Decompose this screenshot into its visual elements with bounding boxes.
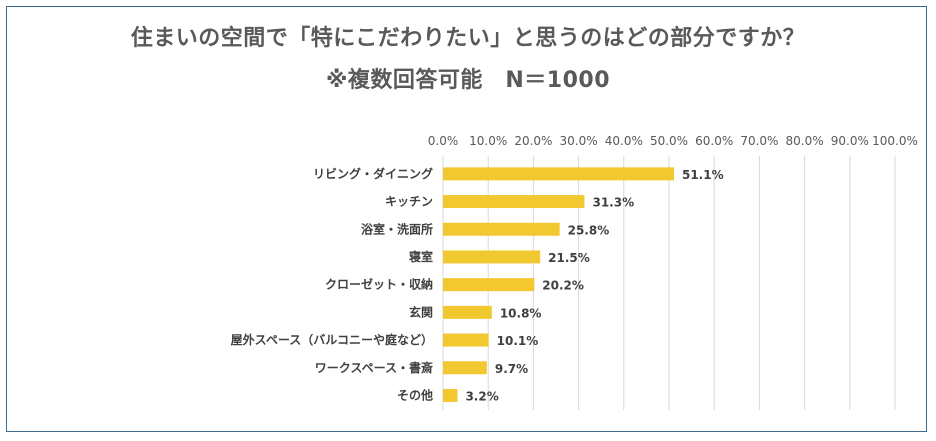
value-label: 21.5%	[548, 251, 590, 265]
value-label: 10.1%	[497, 334, 539, 348]
x-tick-label: 60.0%	[695, 134, 733, 148]
bar	[443, 167, 674, 181]
chart-title: 住まいの空間で「特にこだわりたい」と思うのはどの部分ですか？	[130, 26, 806, 51]
x-tick-label: 50.0%	[650, 134, 688, 148]
x-tick-label: 40.0%	[605, 134, 643, 148]
category-label: 寝室	[409, 249, 433, 264]
bar	[443, 195, 585, 209]
bar	[443, 305, 492, 319]
x-tick-label: 80.0%	[786, 134, 824, 148]
category-label: キッチン	[385, 195, 433, 209]
x-tick-label: 30.0%	[560, 134, 598, 148]
chart-subtitle: ※複数回答可能 N＝1000	[325, 68, 611, 93]
category-label: その他	[397, 387, 433, 402]
value-label: 25.8%	[568, 223, 610, 237]
value-label: 10.8%	[500, 306, 542, 320]
category-label: クローゼット・収納	[325, 277, 433, 292]
x-tick-label: 90.0%	[831, 134, 869, 148]
category-label: ワークスペース・書斎	[315, 360, 433, 375]
bar	[443, 388, 458, 402]
category-label: 浴室・洗面所	[361, 221, 433, 236]
bar	[443, 278, 535, 292]
value-label: 3.2%	[465, 389, 498, 403]
chart-frame	[6, 6, 927, 432]
value-label: 9.7%	[495, 362, 528, 376]
x-tick-label: 20.0%	[514, 134, 552, 148]
x-tick-label: 100.0%	[872, 134, 918, 148]
bar	[443, 250, 541, 264]
value-label: 51.1%	[682, 168, 724, 182]
x-tick-label: 0.0%	[428, 134, 459, 148]
value-label: 20.2%	[542, 279, 584, 293]
bar	[443, 333, 489, 347]
value-label: 31.3%	[592, 196, 634, 210]
x-tick-label: 70.0%	[740, 134, 778, 148]
bar	[443, 361, 487, 375]
x-tick-label: 10.0%	[469, 134, 507, 148]
category-label: リビング・ダイニング	[313, 166, 433, 181]
category-label: 玄関	[409, 304, 433, 319]
bar	[443, 222, 560, 236]
category-label: 屋外スペース（バルコニーや庭など）	[231, 332, 433, 347]
